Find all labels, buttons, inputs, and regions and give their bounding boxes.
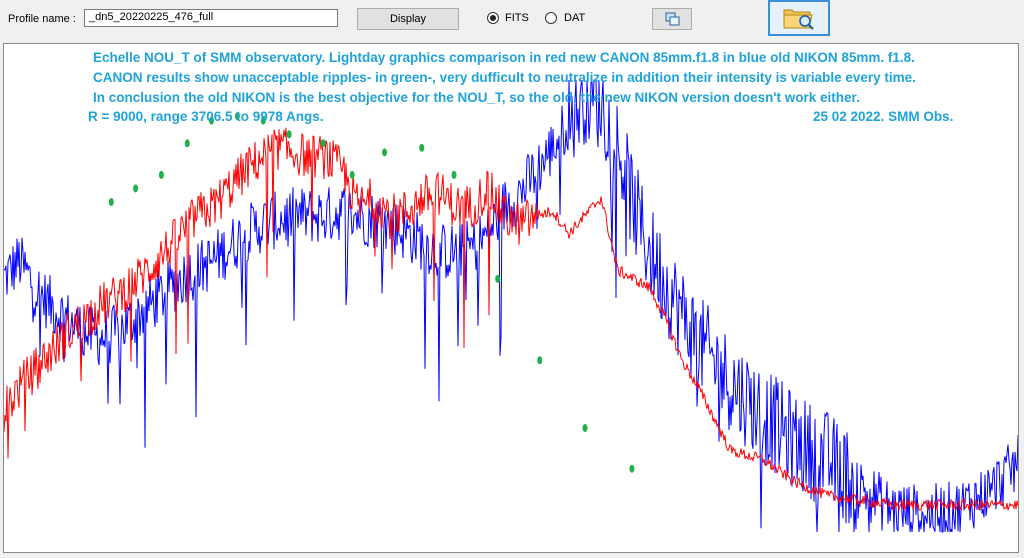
series-line-canon	[4, 127, 1018, 512]
ripple-marker-1	[108, 198, 114, 207]
ripple-marker-14	[495, 274, 501, 283]
annotation-line-2: CANON results show unacceptable ripples-…	[93, 70, 916, 85]
annotation-line-3: In conclusion the old NIKON is the best …	[93, 90, 860, 105]
spectrum-plot: Echelle NOU_T of SMM observatory. Lightd…	[3, 43, 1019, 553]
annotation-line-4: R = 9000, range 3706.5 to 9978 Angs.	[88, 109, 324, 124]
fits-radio-label: FITS	[505, 12, 529, 24]
ripple-marker-7	[260, 116, 266, 125]
copy-windows-icon	[665, 12, 680, 26]
dat-radio-label: DAT	[564, 12, 586, 24]
ripple-marker-12	[419, 143, 425, 152]
copy-button[interactable]	[652, 8, 692, 30]
ripple-marker-9	[320, 139, 326, 148]
display-button[interactable]: Display	[357, 8, 459, 30]
profile-name-input[interactable]: _dn5_20220225_476_full	[84, 9, 338, 27]
open-file-button[interactable]	[768, 0, 830, 36]
toolbar: Profile name : _dn5_20220225_476_full Di…	[0, 0, 1024, 42]
ripple-marker-13	[451, 170, 457, 179]
folder-search-icon	[783, 9, 814, 30]
ripple-marker-5	[209, 116, 215, 125]
series-line-nikon	[4, 78, 1018, 533]
fits-radio[interactable]	[487, 12, 499, 24]
ripple-marker-15	[537, 356, 543, 365]
ripple-marker-17	[629, 464, 635, 473]
ripple-marker-11	[382, 148, 388, 157]
ripple-marker-2	[133, 184, 139, 193]
annotation-line-5: 25 02 2022. SMM Obs.	[813, 109, 954, 124]
dat-radio[interactable]	[545, 12, 557, 24]
ripple-marker-8	[286, 130, 292, 139]
profile-name-label: Profile name :	[8, 13, 76, 25]
ripple-marker-6	[234, 112, 240, 121]
ripple-marker-10	[349, 170, 355, 179]
ripple-marker-3	[158, 170, 164, 179]
annotation-line-1: Echelle NOU_T of SMM observatory. Lightd…	[93, 50, 915, 65]
ripple-marker-16	[582, 424, 588, 433]
ripple-marker-4	[184, 139, 190, 148]
spectrum-chart	[4, 78, 1018, 533]
